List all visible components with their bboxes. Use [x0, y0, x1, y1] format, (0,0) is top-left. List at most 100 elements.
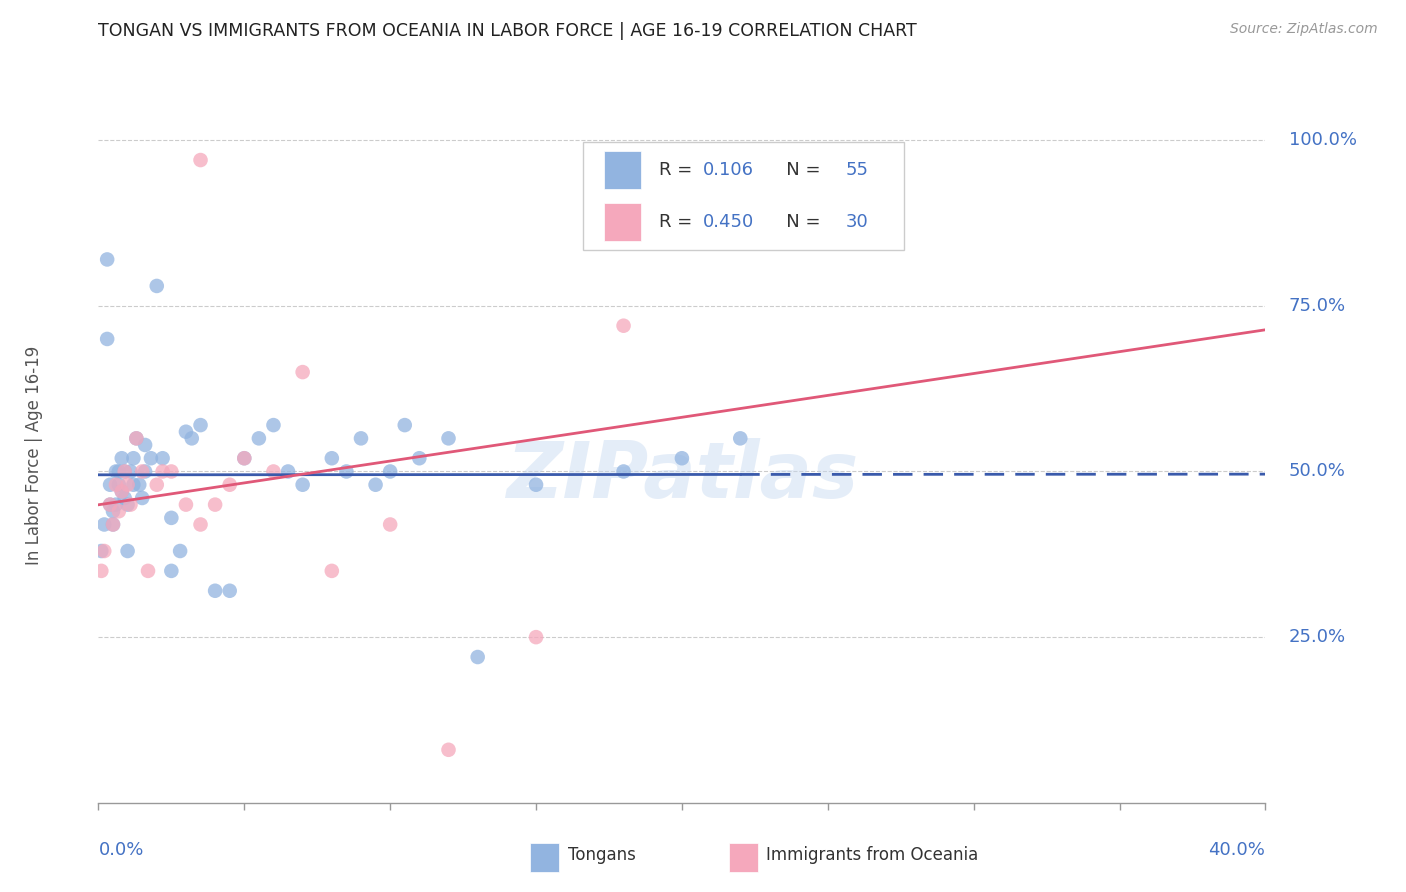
Point	[612, 465, 634, 479]
Point	[114, 465, 136, 479]
Point	[122, 451, 145, 466]
Point	[90, 544, 112, 558]
Point	[190, 418, 212, 433]
Point	[134, 465, 156, 479]
Point	[394, 418, 416, 433]
Point	[125, 431, 148, 445]
Point	[93, 517, 115, 532]
Text: ZIPatlas: ZIPatlas	[506, 438, 858, 514]
Point	[233, 451, 256, 466]
Point	[524, 477, 547, 491]
Text: R =: R =	[658, 213, 697, 231]
Point	[378, 465, 402, 479]
Text: In Labor Force | Age 16-19: In Labor Force | Age 16-19	[25, 345, 44, 565]
Point	[101, 517, 124, 532]
Text: 0.0%: 0.0%	[98, 841, 143, 859]
Point	[98, 477, 121, 491]
Point	[120, 498, 142, 512]
Point	[131, 491, 153, 505]
Point	[152, 465, 174, 479]
Point	[174, 498, 197, 512]
Point	[233, 451, 256, 466]
Point	[321, 451, 343, 466]
Point	[111, 451, 134, 466]
Point	[152, 451, 174, 466]
Point	[204, 498, 226, 512]
Point	[291, 365, 314, 379]
Text: 100.0%: 100.0%	[1289, 131, 1357, 149]
Point	[108, 465, 131, 479]
Point	[108, 504, 131, 518]
Point	[408, 451, 430, 466]
Point	[612, 318, 634, 333]
Bar	[728, 843, 758, 872]
Point	[117, 544, 139, 558]
Point	[671, 451, 693, 466]
Point	[93, 544, 115, 558]
Point	[190, 517, 212, 532]
Text: N =: N =	[769, 161, 827, 178]
Point	[101, 504, 124, 518]
Text: 0.450: 0.450	[703, 213, 754, 231]
Point	[128, 477, 150, 491]
Point	[134, 438, 156, 452]
Point	[174, 425, 197, 439]
Point	[467, 650, 489, 665]
Point	[218, 477, 240, 491]
Point	[160, 465, 183, 479]
Point	[146, 279, 169, 293]
Text: R =: R =	[658, 161, 697, 178]
Point	[111, 484, 134, 499]
Text: 55: 55	[845, 161, 869, 178]
Point	[98, 498, 121, 512]
Point	[437, 431, 460, 445]
Point	[728, 431, 751, 445]
Point	[111, 484, 134, 499]
Text: Tongans: Tongans	[568, 846, 636, 864]
Point	[101, 517, 124, 532]
Point	[160, 564, 183, 578]
Point	[160, 511, 183, 525]
Point	[190, 153, 212, 167]
Text: Source: ZipAtlas.com: Source: ZipAtlas.com	[1230, 22, 1378, 37]
Point	[122, 477, 145, 491]
Point	[291, 477, 314, 491]
Point	[96, 332, 118, 346]
Bar	[603, 202, 641, 241]
Point	[104, 477, 127, 491]
Point	[98, 498, 121, 512]
Point	[108, 477, 131, 491]
Point	[335, 465, 357, 479]
Text: 25.0%: 25.0%	[1289, 628, 1346, 646]
Point	[136, 564, 159, 578]
FancyBboxPatch shape	[582, 142, 904, 250]
Point	[114, 465, 136, 479]
Point	[247, 431, 270, 445]
Point	[96, 252, 118, 267]
Point	[262, 418, 284, 433]
Text: TONGAN VS IMMIGRANTS FROM OCEANIA IN LABOR FORCE | AGE 16-19 CORRELATION CHART: TONGAN VS IMMIGRANTS FROM OCEANIA IN LAB…	[98, 22, 917, 40]
Point	[169, 544, 191, 558]
Point	[378, 517, 402, 532]
Point	[277, 465, 299, 479]
Point	[364, 477, 387, 491]
Point	[90, 564, 112, 578]
Text: 30: 30	[845, 213, 868, 231]
Point	[437, 743, 460, 757]
Point	[524, 630, 547, 644]
Point	[321, 564, 343, 578]
Text: N =: N =	[769, 213, 827, 231]
Text: 75.0%: 75.0%	[1289, 297, 1346, 315]
Point	[104, 498, 127, 512]
Point	[204, 583, 226, 598]
Point	[350, 431, 373, 445]
Point	[117, 477, 139, 491]
Point	[125, 431, 148, 445]
Point	[104, 465, 127, 479]
Point	[139, 451, 162, 466]
Bar	[603, 151, 641, 189]
Point	[120, 465, 142, 479]
Text: 50.0%: 50.0%	[1289, 462, 1346, 481]
Text: 0.106: 0.106	[703, 161, 754, 178]
Point	[117, 498, 139, 512]
